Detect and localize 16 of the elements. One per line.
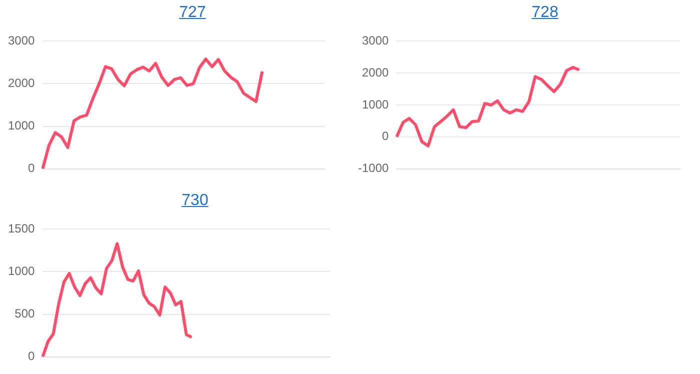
y-tick-label: 2000 bbox=[8, 76, 36, 90]
chart-title: 728 bbox=[532, 4, 558, 21]
y-tick-label: 1500 bbox=[8, 222, 36, 236]
y-tick-label: 0 bbox=[382, 129, 390, 144]
y-tick-label: 500 bbox=[14, 306, 36, 321]
y-tick-label: 0 bbox=[28, 161, 36, 176]
y-tick-label: 0 bbox=[28, 349, 36, 364]
chart-title: 730 bbox=[182, 192, 208, 209]
y-tick-label: -1000 bbox=[358, 161, 390, 176]
y-tick-label: 3000 bbox=[362, 34, 390, 48]
y-tick-label: 1000 bbox=[8, 118, 36, 133]
y-tick-label: 1000 bbox=[8, 264, 36, 278]
y-tick-label: 2000 bbox=[362, 65, 390, 80]
y-tick-label: 3000 bbox=[8, 34, 36, 48]
chart-title: 727 bbox=[179, 4, 206, 21]
y-tick-label: 1000 bbox=[362, 97, 390, 112]
